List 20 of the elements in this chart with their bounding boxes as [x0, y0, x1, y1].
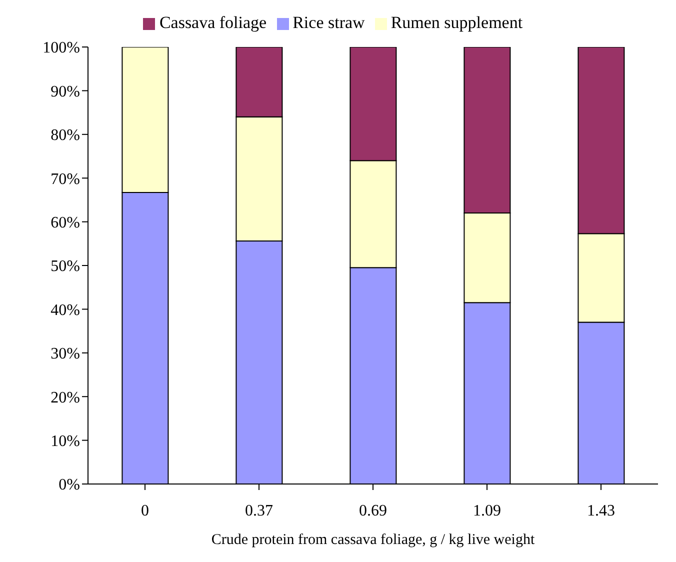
- y-tick-label: 10%: [50, 432, 80, 450]
- y-tick-label: 60%: [50, 214, 80, 232]
- x-tick-label: 0: [141, 502, 149, 520]
- y-tick-label: 100%: [42, 40, 80, 57]
- y-tick-label: 80%: [50, 127, 80, 144]
- legend-label: Rumen supplement: [390, 13, 523, 32]
- x-tick-label: 0.69: [359, 502, 387, 520]
- y-tick-label: 70%: [50, 170, 80, 188]
- y-tick-label: 90%: [50, 83, 80, 100]
- x-axis-title: Crude protein from cassava foliage, g / kg live weight: [211, 532, 536, 548]
- y-tick-label: 50%: [50, 258, 80, 276]
- legend-label: Cassava foliage: [159, 13, 267, 32]
- y-tick-label: 30%: [50, 346, 80, 363]
- x-tick-label: 0.37: [245, 502, 273, 520]
- y-tick-label: 20%: [50, 389, 80, 406]
- x-tick-label: 1.43: [587, 502, 615, 520]
- y-tick-label: 40%: [50, 302, 80, 319]
- legend-label: Rice straw: [292, 13, 365, 32]
- y-tick-label: 0%: [58, 476, 80, 494]
- x-tick-label: 1.09: [473, 502, 501, 520]
